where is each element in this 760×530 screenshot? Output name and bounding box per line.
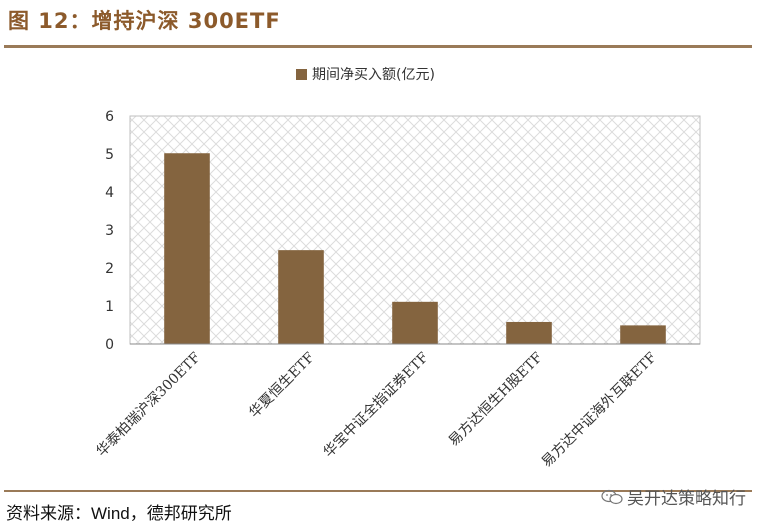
- x-tick-label-1: 华夏恒生ETF: [246, 349, 318, 421]
- bar-0: [164, 153, 210, 344]
- chart-legend: 期间净买入额(亿元): [296, 67, 435, 83]
- y-tick-label-4: 4: [105, 185, 114, 201]
- bars: [164, 153, 666, 344]
- y-tick-label-2: 2: [105, 261, 114, 277]
- watermark-text: 吴开达策略知行: [627, 489, 746, 509]
- legend-swatch: [296, 69, 307, 80]
- wechat-icon: [601, 489, 623, 504]
- y-tick-label-1: 1: [105, 299, 114, 315]
- y-tick-label-6: 6: [105, 109, 114, 125]
- bar-1: [278, 250, 324, 344]
- watermark: 吴开达策略知行: [601, 484, 746, 509]
- top-divider: [4, 45, 752, 48]
- y-tick-label-5: 5: [105, 147, 114, 163]
- bar-3: [506, 321, 552, 344]
- x-tick-label-4: 易方达中证海外互联ETF: [539, 349, 660, 470]
- legend-label: 期间净买入额(亿元): [312, 67, 435, 83]
- y-axis: 0 1 2 3 4 5 6: [105, 109, 114, 353]
- y-tick-label-3: 3: [105, 223, 114, 239]
- bar-chart: 期间净买入额(亿元) 0 1 2 3 4 5 6 华泰柏瑞沪深300ETF 华夏恒生ETF 华宝…: [94, 67, 701, 471]
- x-tick-label-0: 华泰柏瑞沪深300ETF: [94, 349, 205, 460]
- bar-4: [620, 325, 666, 344]
- bar-2: [392, 301, 438, 344]
- bottom-divider: [4, 490, 752, 492]
- x-tick-label-3: 易方达恒生H股ETF: [446, 349, 546, 449]
- source-note: 资料来源：Wind，德邦研究所: [6, 504, 232, 523]
- y-tick-label-0: 0: [105, 337, 114, 353]
- x-axis-labels: 华泰柏瑞沪深300ETF 华夏恒生ETF 华宝中证全指证券ETF 易方达恒生H股ETF…: [94, 349, 661, 471]
- x-tick-label-2: 华宝中证全指证券ETF: [320, 349, 432, 461]
- figure-title: 图 12：增持沪深 300ETF: [8, 9, 281, 33]
